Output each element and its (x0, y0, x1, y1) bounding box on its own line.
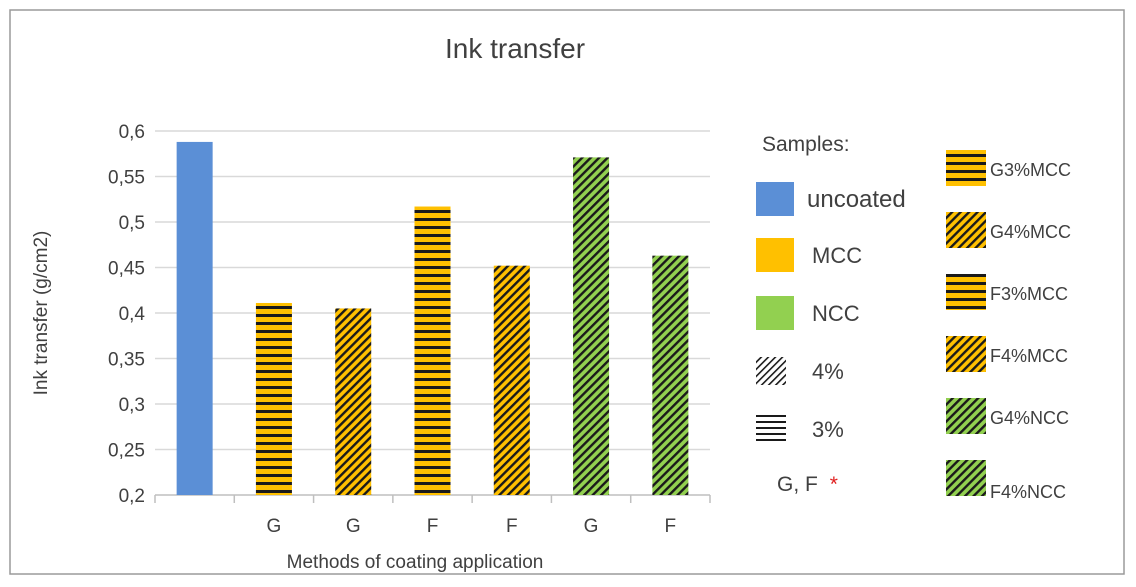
y-tick-label: 0,25 (108, 441, 145, 462)
y-tick-label: 0,45 (108, 259, 145, 280)
y-tick-label: 0,35 (108, 350, 145, 371)
x-tick-label: F (506, 516, 518, 537)
legend-series-label: F4%NCC (990, 482, 1066, 502)
legend-series: G3%MCC G4%MCC F3%MCC F4%MCC G4%NCC F4%NCC (946, 150, 1071, 502)
x-tick-label: F (427, 516, 439, 537)
x-axis-label: Methods of coating application (287, 552, 544, 573)
legend-series-label: F3%MCC (990, 284, 1068, 304)
legend-series-swatch (946, 336, 986, 372)
legend-label: 3% (812, 417, 844, 442)
bar-g4pctmcc (335, 308, 372, 495)
legend-swatch (756, 357, 786, 385)
y-axis-label: Ink transfer (g/cm2) (31, 231, 52, 396)
legend-label: 4% (812, 359, 844, 384)
legend-series-label: G4%MCC (990, 222, 1071, 242)
y-tick-label: 0,3 (119, 395, 145, 416)
bar-f4pctncc (652, 255, 689, 495)
y-axis-ticks: 0,2 0,25 0,3 0,35 0,4 0,45 0,5 0,55 0,6 (108, 122, 145, 507)
x-tick-label: F (665, 516, 677, 537)
legend-samples-title: Samples: (762, 133, 850, 156)
y-tick-label: 0,5 (119, 213, 145, 234)
legend-method-marker: * (830, 473, 838, 496)
x-tick-label: G (584, 516, 599, 537)
legend-series-swatch (946, 274, 986, 310)
legend-swatch (756, 296, 794, 330)
legend-method-label: G, F (777, 473, 818, 496)
legend-series-swatch (946, 212, 986, 248)
legend-swatch (756, 182, 794, 216)
legend-label: NCC (812, 301, 860, 326)
y-tick-label: 0,55 (108, 168, 145, 189)
bar-f4pctmcc (493, 265, 530, 495)
legend-label: MCC (812, 243, 862, 268)
legend-swatch (756, 415, 786, 443)
bar-f3pctmcc (414, 206, 451, 495)
legend-swatch (756, 238, 794, 272)
legend-series-label: G3%MCC (990, 160, 1071, 180)
legend-method-text: G, F * (777, 473, 838, 496)
legend-series-swatch (946, 460, 986, 496)
bars (176, 141, 689, 496)
y-tick-label: 0,6 (119, 122, 145, 143)
y-tick-label: 0,2 (119, 486, 145, 507)
chart-title: Ink transfer (445, 33, 585, 64)
legend-series-swatch (946, 398, 986, 434)
y-tick-label: 0,4 (119, 304, 146, 325)
legend-series-label: G4%NCC (990, 408, 1069, 428)
bar-uncoated (176, 141, 213, 496)
bar-g3pctmcc (255, 302, 292, 495)
legend-series-swatch (946, 150, 986, 186)
bar-g4pctncc (573, 157, 610, 495)
legend-series-label: F4%MCC (990, 346, 1068, 366)
legend-samples: uncoated MCC NCC 4% 3% (756, 182, 906, 443)
legend-label: uncoated (807, 186, 906, 213)
x-tick-label: G (346, 516, 361, 537)
x-tick-label: G (267, 516, 282, 537)
